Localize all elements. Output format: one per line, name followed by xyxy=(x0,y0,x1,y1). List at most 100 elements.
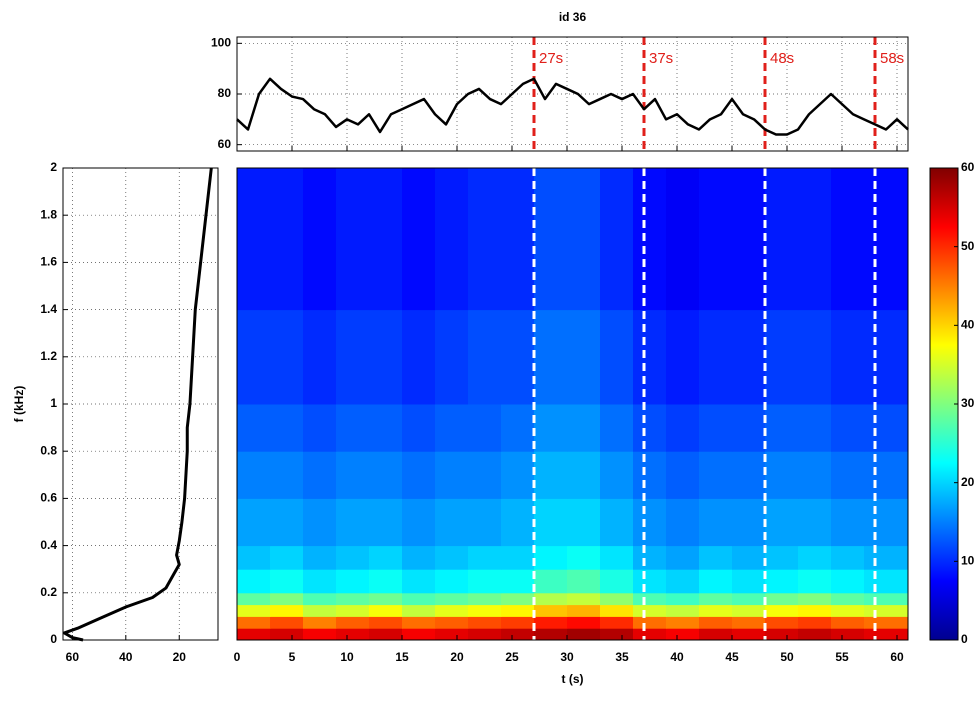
heatmap-cell xyxy=(501,168,535,311)
heatmap-cell xyxy=(369,604,403,617)
heatmap-cell xyxy=(336,545,370,570)
heatmap-cell xyxy=(435,569,469,594)
heatmap-cell xyxy=(534,498,568,547)
line xyxy=(236,77,909,136)
heatmap-cell xyxy=(765,569,799,594)
heatmap-cell xyxy=(831,498,865,547)
heatmap-cell xyxy=(534,309,568,405)
heatmap-cell xyxy=(633,569,667,594)
heatmap-cell xyxy=(831,616,865,629)
axes-frame xyxy=(236,36,909,152)
heatmap-cell xyxy=(402,404,436,452)
y-tick-label: 2 xyxy=(50,160,57,174)
heatmap-cell xyxy=(303,168,337,311)
x-tick-label: 35 xyxy=(615,650,629,664)
heatmap-cell xyxy=(336,569,370,594)
heatmap-cell xyxy=(237,404,271,452)
heatmap-cell xyxy=(369,451,403,499)
heatmap-cell xyxy=(666,498,700,547)
x-tick-label: 60 xyxy=(890,650,904,664)
heatmap-cell xyxy=(435,168,469,311)
heatmap-cell xyxy=(798,545,832,570)
heatmap-cell xyxy=(765,545,799,570)
heatmap-cell xyxy=(369,628,403,641)
heatmap-cell xyxy=(534,592,568,606)
heatmap-cell xyxy=(501,545,535,570)
heatmap-cell xyxy=(732,309,766,405)
heatmap-cell xyxy=(567,604,601,617)
heatmap-cell xyxy=(765,604,799,617)
heatmap-cell xyxy=(567,628,601,641)
heatmap-cell xyxy=(864,545,909,570)
heatmap-cell xyxy=(468,628,502,641)
y-tick-label: 0.4 xyxy=(40,538,57,552)
heatmap-cell xyxy=(600,628,634,641)
heatmap-cell xyxy=(765,404,799,452)
heatmap-cell xyxy=(831,628,865,641)
heatmap-cell xyxy=(336,168,370,311)
x-tick-label: 5 xyxy=(289,650,296,664)
heatmap-cell xyxy=(831,604,865,617)
heatmap-cell xyxy=(666,545,700,570)
heatmap-cell xyxy=(732,616,766,629)
heatmap-cell xyxy=(402,498,436,547)
heatmap-cell xyxy=(369,592,403,606)
heatmap-cell xyxy=(831,592,865,606)
heatmap-cell xyxy=(303,592,337,606)
heatmap-cell xyxy=(501,404,535,452)
heatmap-cell xyxy=(567,592,601,606)
heatmap-cell xyxy=(435,404,469,452)
y-tick-label: 100 xyxy=(211,36,231,50)
heatmap-cell xyxy=(732,168,766,311)
heatmap-cell xyxy=(798,451,832,499)
heatmap-cell xyxy=(402,592,436,606)
axes-frame xyxy=(236,167,909,641)
heatmap-cell xyxy=(501,616,535,629)
heatmap-cell xyxy=(567,404,601,452)
heatmap-cell xyxy=(270,168,304,311)
heatmap-cell xyxy=(534,628,568,641)
heatmap-cell xyxy=(303,309,337,405)
x-tick-label: 20 xyxy=(450,650,464,664)
heatmap-cell xyxy=(303,498,337,547)
heatmap-cell xyxy=(666,592,700,606)
heatmap-cell xyxy=(270,404,304,452)
heatmap-cell xyxy=(600,451,634,499)
heatmap-cell xyxy=(831,404,865,452)
y-tick-label: 80 xyxy=(218,86,232,100)
heatmap-cell xyxy=(666,168,700,311)
heatmap-cell xyxy=(567,451,601,499)
heatmap-cell xyxy=(798,592,832,606)
heatmap-cell xyxy=(798,628,832,641)
heatmap-cell xyxy=(831,168,865,311)
heatmap-cell xyxy=(600,616,634,629)
heatmap-cell xyxy=(831,451,865,499)
heatmap-cell xyxy=(666,451,700,499)
x-tick-label: 20 xyxy=(173,650,187,664)
heatmap-cell xyxy=(666,616,700,629)
heatmap-cell xyxy=(666,628,700,641)
heatmap-cell xyxy=(402,168,436,311)
heatmap-cell xyxy=(435,628,469,641)
heatmap-cell xyxy=(666,604,700,617)
heatmap-cell xyxy=(468,309,502,405)
heatmap-cell xyxy=(468,404,502,452)
heatmap-cell xyxy=(237,451,271,499)
x-tick-label: 15 xyxy=(395,650,409,664)
plot-area xyxy=(63,168,218,640)
heatmap-cell xyxy=(600,168,634,311)
heatmap-cell xyxy=(732,628,766,641)
y-axis-label: f (kHz) xyxy=(12,386,26,423)
heatmap-cell xyxy=(699,616,733,629)
heatmap-cell xyxy=(798,309,832,405)
heatmap-cell xyxy=(435,545,469,570)
heatmap-cell xyxy=(831,545,865,570)
marker-label: 37s xyxy=(649,50,673,67)
heatmap-cell xyxy=(303,616,337,629)
heatmap-cell xyxy=(765,168,799,311)
heatmap-cell xyxy=(369,168,403,311)
heatmap-cell xyxy=(237,498,271,547)
heatmap-cell xyxy=(864,498,909,547)
heatmap-cell xyxy=(666,404,700,452)
